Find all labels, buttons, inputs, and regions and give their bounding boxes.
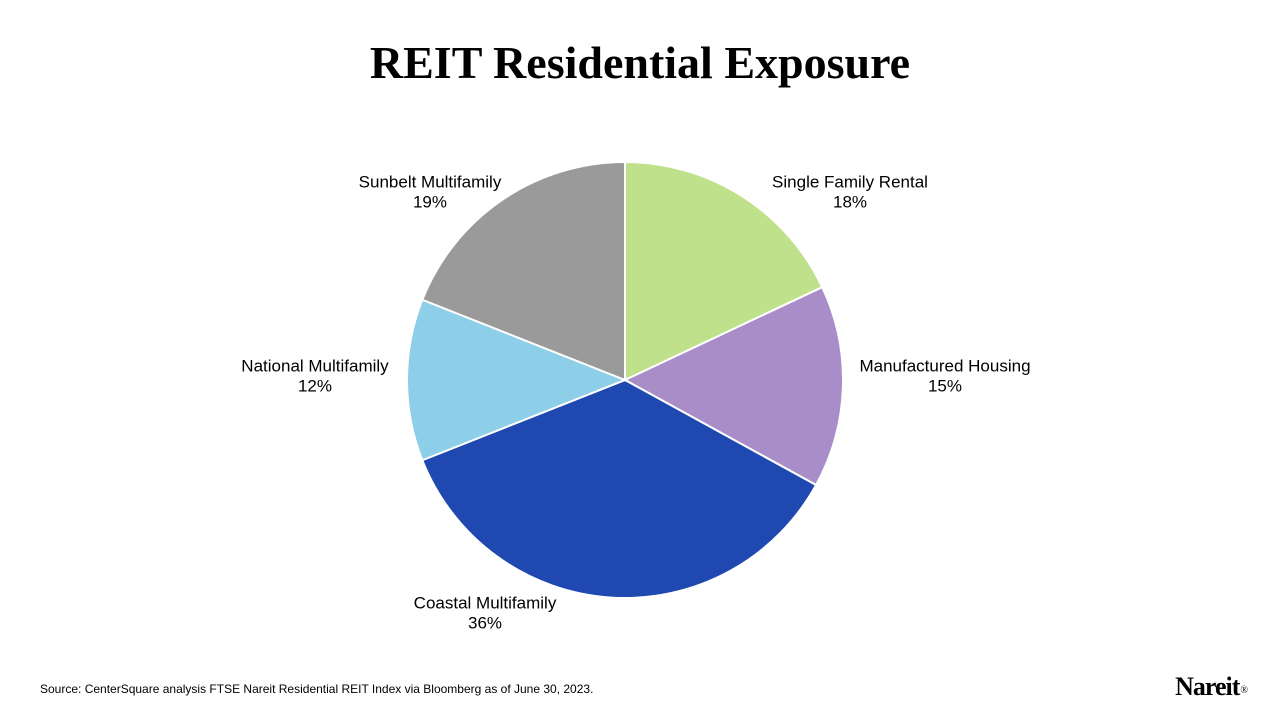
source-text: Source: CenterSquare analysis FTSE Narei… [40, 682, 593, 696]
slice-label-1: Manufactured Housing15% [859, 356, 1030, 395]
pie-svg [407, 162, 843, 598]
chart-title: REIT Residential Exposure [0, 36, 1280, 89]
logo-text: Nareit [1175, 672, 1239, 701]
logo-registered-mark: ® [1240, 685, 1247, 696]
slice-label-4: Sunbelt Multifamily19% [359, 172, 502, 211]
page: REIT Residential Exposure Single Family … [0, 0, 1280, 720]
slice-label-3: National Multifamily12% [241, 356, 388, 395]
nareit-logo: Nareit® [1175, 672, 1246, 702]
pie-chart [407, 162, 843, 598]
slice-label-2: Coastal Multifamily36% [414, 593, 557, 632]
slice-label-0: Single Family Rental18% [772, 172, 928, 211]
